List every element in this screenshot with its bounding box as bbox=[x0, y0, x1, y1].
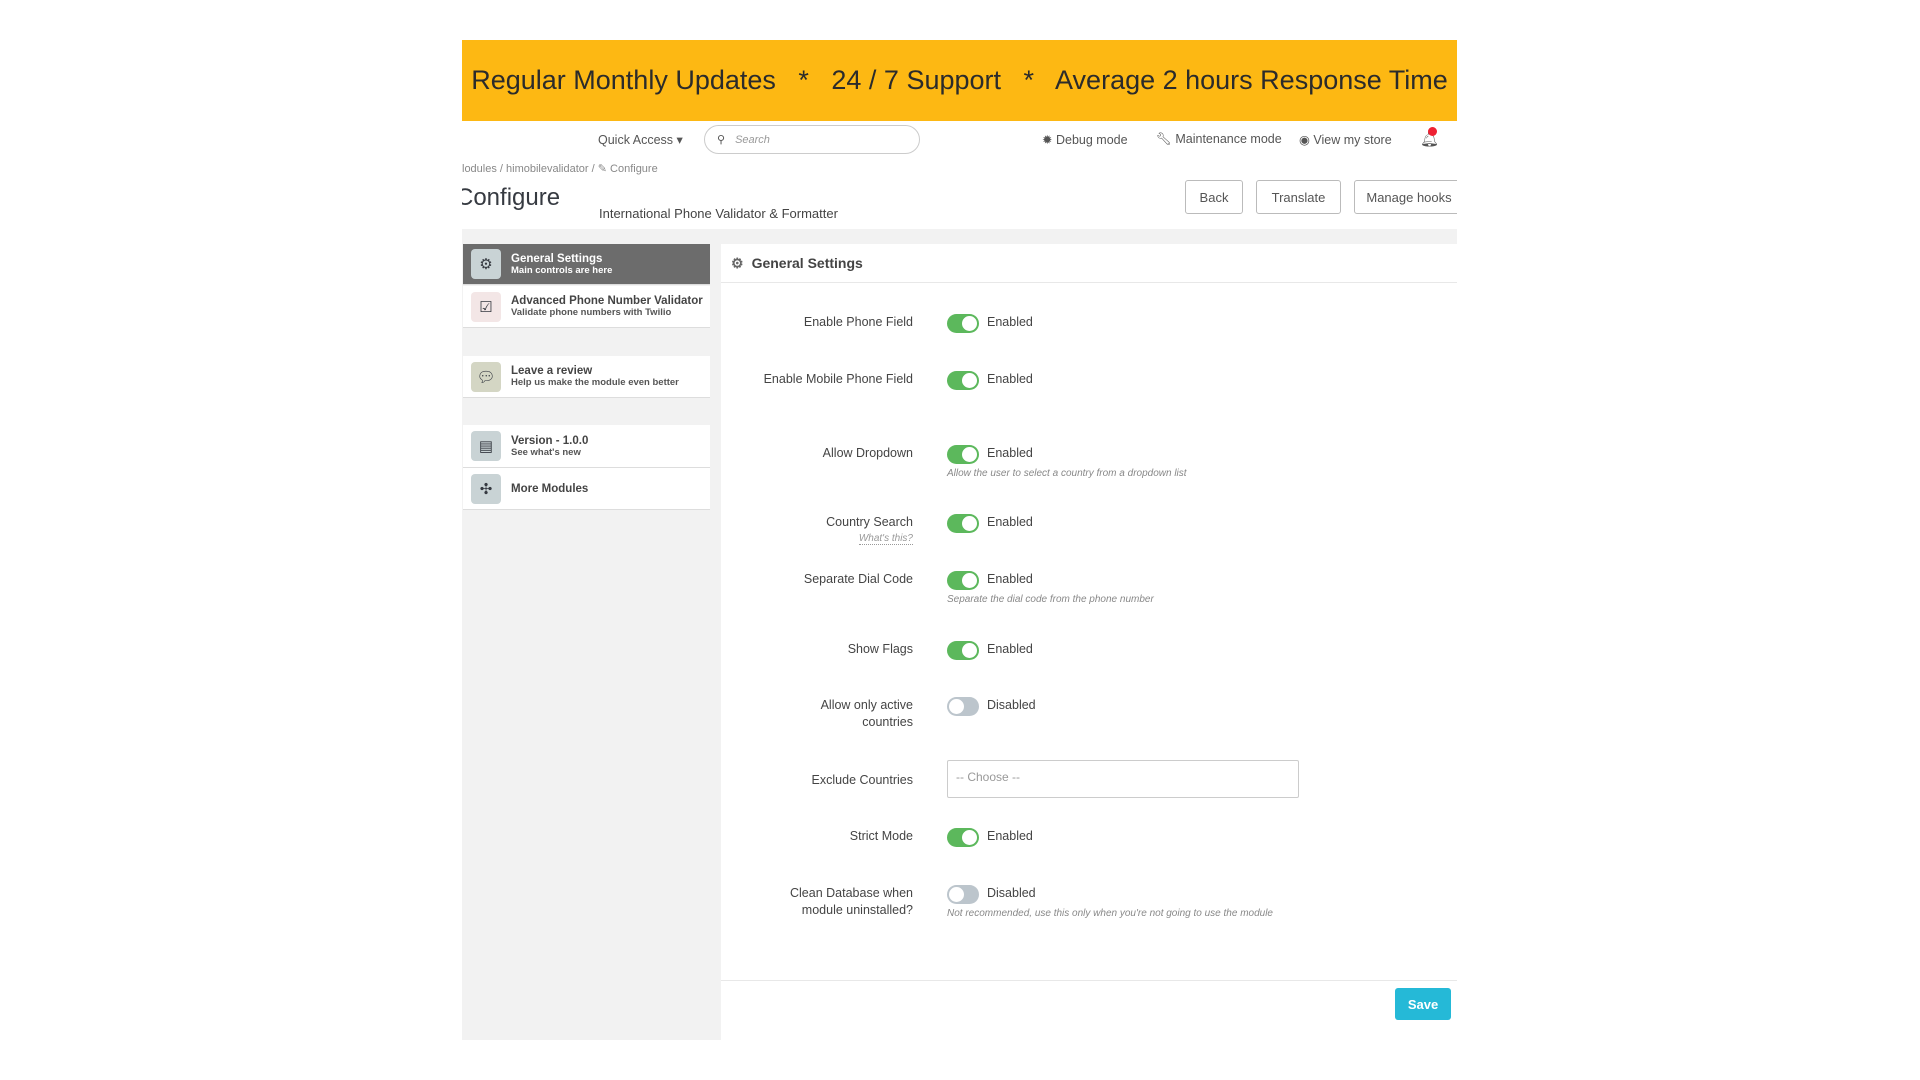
field-label: Exclude Countries bbox=[811, 773, 913, 787]
gear-icon: ⚙ bbox=[471, 249, 501, 279]
settings-panel: ⚙ General Settings Enable Phone Field Enab… bbox=[721, 244, 1457, 1040]
item-title: Advanced Phone Number Validator bbox=[511, 295, 703, 307]
bug-icon: ✹ bbox=[1042, 133, 1053, 147]
field-label: Separate Dial Code bbox=[803, 572, 913, 586]
field-label: Show Flags bbox=[847, 642, 913, 656]
save-button[interactable]: Save bbox=[1395, 988, 1451, 1020]
sidebar-item-version[interactable]: ▤ Version - 1.0.0 See what's new bbox=[463, 425, 710, 468]
eye-icon: ◉ bbox=[1299, 133, 1310, 147]
debug-mode-link[interactable]: ✹ Debug mode bbox=[1042, 132, 1128, 147]
quick-access-menu[interactable]: Quick Access ▾ bbox=[598, 133, 683, 147]
item-title: Leave a review bbox=[511, 365, 593, 377]
toggle-switch[interactable] bbox=[947, 371, 979, 390]
document-icon: ▤ bbox=[471, 431, 501, 461]
promo-banner: Regular Monthly Updates * 24 / 7 Support… bbox=[462, 40, 1457, 121]
sidebar-item-general-settings[interactable]: ⚙ General Settings Main controls are here bbox=[463, 244, 710, 285]
toggle-switch[interactable] bbox=[947, 571, 979, 590]
toggle-state: Disabled bbox=[987, 698, 1036, 712]
notifications-bell-icon[interactable]: 🔔︎ bbox=[1420, 127, 1439, 148]
toggle-state: Enabled bbox=[987, 829, 1033, 843]
debug-label: Debug mode bbox=[1055, 133, 1128, 147]
view-store-link[interactable]: ◉ View my store bbox=[1299, 132, 1392, 147]
field-hint: Separate the dial code from the phone nu… bbox=[947, 594, 1154, 605]
whats-this-link[interactable]: What's this? bbox=[858, 533, 913, 545]
panel-header: ⚙ General Settings bbox=[721, 244, 1457, 283]
sidebar-item-leave-review[interactable]: 💬︎ Leave a review Help us make the module … bbox=[463, 356, 710, 398]
back-button[interactable]: Back bbox=[1185, 180, 1243, 214]
toggle-state: Enabled bbox=[987, 315, 1033, 329]
search-icon: ⚲ bbox=[717, 134, 726, 146]
maintenance-mode-link[interactable]: 🔧︎ Maintenance mode bbox=[1156, 132, 1282, 147]
item-title: General Settings bbox=[511, 252, 603, 265]
toggle-state: Enabled bbox=[987, 515, 1033, 529]
cogs-icon: ⚙ bbox=[731, 254, 744, 271]
toggle-state: Enabled bbox=[987, 446, 1033, 460]
toggle-switch[interactable] bbox=[947, 697, 979, 716]
sidebar-item-advanced-validator[interactable]: ☑ Advanced Phone Number Validator Validate… bbox=[463, 286, 710, 328]
puzzle-icon: ✣ bbox=[471, 473, 501, 504]
toggle-state: Enabled bbox=[987, 642, 1033, 656]
sidebar-item-more-modules[interactable]: ✣ More Modules bbox=[463, 468, 710, 510]
field-label: Enable Mobile Phone Field bbox=[763, 372, 913, 386]
toggle-switch[interactable] bbox=[947, 641, 979, 660]
wrench-icon: 🔧︎ bbox=[1156, 132, 1172, 146]
admin-screenshot: Quick Access ▾ ⚲ Search ✹ Debug mode 🔧︎ M… bbox=[462, 121, 1457, 1040]
translate-button[interactable]: Translate bbox=[1256, 180, 1341, 214]
field-hint: Not recommended, use this only when you'… bbox=[947, 908, 1273, 919]
manage-hooks-button[interactable]: Manage hooks bbox=[1354, 180, 1457, 214]
field-label: Allow Dropdown bbox=[822, 446, 913, 460]
phone-check-icon: ☑ bbox=[471, 291, 501, 322]
toggle-state: Enabled bbox=[987, 572, 1033, 586]
page-subtitle: International Phone Validator & Formatte… bbox=[599, 206, 838, 221]
field-label: Strict Mode bbox=[849, 829, 913, 843]
content-area: ⚙ General Settings Main controls are here … bbox=[462, 229, 1457, 1040]
view-store-label: View my store bbox=[1313, 133, 1392, 147]
page-title: Configure bbox=[462, 184, 561, 211]
field-label: Enable Phone Field bbox=[803, 315, 913, 329]
item-subtitle: See what's new bbox=[511, 446, 581, 458]
exclude-countries-select[interactable]: -- Choose -- bbox=[947, 760, 1299, 798]
item-subtitle: Help us make the module even better bbox=[511, 377, 679, 388]
toggle-switch[interactable] bbox=[947, 314, 979, 333]
field-label: Clean Database when module uninstalled? bbox=[790, 886, 913, 917]
toggle-state: Enabled bbox=[987, 372, 1033, 386]
maintenance-label: Maintenance mode bbox=[1175, 132, 1282, 146]
toggle-switch[interactable] bbox=[947, 828, 979, 847]
notification-badge bbox=[1428, 127, 1437, 136]
item-subtitle: Main controls are here bbox=[511, 264, 613, 276]
toggle-switch[interactable] bbox=[947, 445, 979, 464]
item-title: Version - 1.0.0 bbox=[511, 434, 589, 447]
toggle-switch[interactable] bbox=[947, 514, 979, 533]
panel-footer-divider bbox=[721, 980, 1457, 981]
field-label: Allow only active countries bbox=[820, 698, 913, 729]
chat-icon: 💬︎ bbox=[471, 361, 501, 392]
item-title: More Modules bbox=[511, 482, 589, 495]
search-input[interactable]: ⚲ Search bbox=[704, 125, 920, 154]
field-hint: Allow the user to select a country from … bbox=[947, 468, 1187, 479]
toggle-state: Disabled bbox=[987, 886, 1036, 900]
breadcrumb[interactable]: lodules / himobilevalidator / ✎ Configur… bbox=[462, 163, 658, 175]
field-label: Country Search bbox=[826, 515, 913, 529]
toggle-switch[interactable] bbox=[947, 885, 979, 904]
search-placeholder: Search bbox=[735, 133, 770, 146]
panel-title: General Settings bbox=[751, 255, 863, 271]
item-subtitle: Validate phone numbers with Twilio bbox=[511, 307, 672, 318]
